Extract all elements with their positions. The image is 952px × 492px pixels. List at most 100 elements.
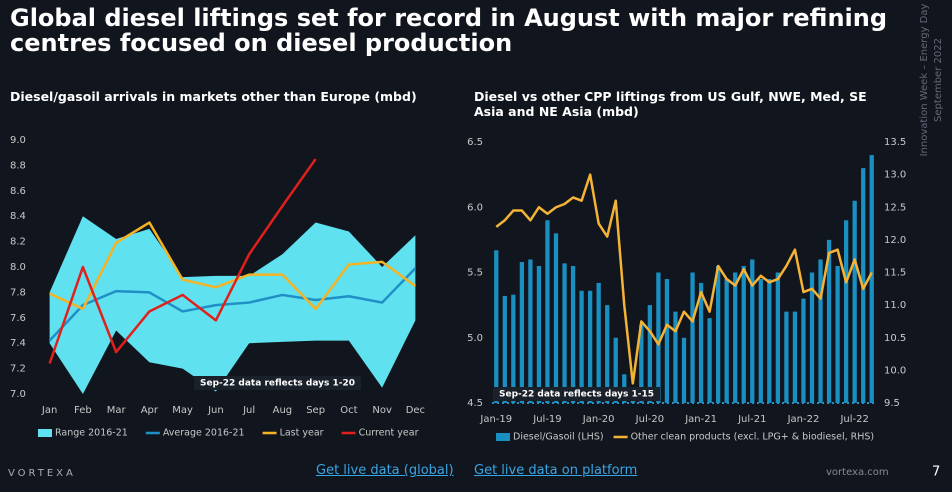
bar (792, 311, 798, 403)
y-tick-label: 8.8 (10, 160, 26, 171)
x-tick-label: Dec (406, 405, 425, 416)
line (495, 173, 873, 385)
legend-label: Average 2016-21 (163, 428, 245, 439)
brand: VORTEXA (8, 468, 76, 479)
legend-swatch (38, 429, 52, 437)
y-tick-label: 6.5 (467, 137, 483, 148)
chart-title: Diesel vs other CPP liftings from US Gul… (474, 89, 867, 119)
bar (553, 233, 559, 403)
bar (588, 290, 593, 403)
annotation: Sep-22 data reflects days 1-20 (200, 379, 355, 389)
x-tick-label: Jan-21 (684, 414, 717, 425)
bar (784, 311, 789, 403)
y2-tick-label: 13.5 (884, 137, 906, 148)
bar (801, 298, 806, 403)
bar (869, 155, 874, 403)
bar (741, 265, 746, 403)
bar (844, 220, 849, 403)
bar (596, 282, 601, 403)
bar (613, 337, 618, 403)
annotation-box (194, 376, 362, 390)
y-tick-label: 6.0 (467, 202, 483, 213)
legend-label: Other clean products (excl. LPG+ & biodi… (631, 432, 875, 443)
x-tick-label: May (172, 405, 193, 416)
legend-label: Current year (359, 428, 419, 439)
bar (605, 305, 610, 403)
line (49, 221, 417, 311)
side-text: September 2022 (933, 38, 944, 122)
link-global[interactable]: Get live data (global) (316, 463, 454, 478)
y-tick-label: 7.6 (10, 313, 26, 324)
line (48, 158, 317, 364)
bar (775, 272, 780, 403)
bar (716, 265, 721, 403)
bar (818, 259, 823, 403)
bar (519, 262, 524, 403)
slide-title: Global diesel liftings set for record in… (10, 4, 888, 57)
bar (835, 265, 840, 403)
bar (502, 295, 507, 403)
y-tick-label: 7.2 (10, 364, 26, 375)
x-tick-label: Jan-20 (582, 414, 615, 425)
y-tick-label: 4.5 (467, 398, 483, 409)
x-tick-label: Aug (273, 405, 293, 416)
y2-tick-label: 12.0 (884, 235, 906, 246)
chart-title: Diesel/gasoil arrivals in markets other … (10, 89, 417, 104)
bar (664, 279, 670, 403)
bar (681, 337, 687, 403)
annotation-box (493, 387, 661, 401)
bar (536, 265, 542, 403)
bar (545, 220, 550, 403)
bar (767, 279, 772, 403)
legend-swatch (496, 433, 510, 441)
y-tick-label: 5.0 (467, 333, 483, 344)
legend-label: Range 2016-21 (55, 428, 128, 439)
link-platform[interactable]: Get live data on platform (474, 463, 638, 478)
bar (579, 290, 584, 403)
y2-tick-label: 11.0 (884, 300, 906, 311)
x-tick-label: Jan-19 (479, 414, 512, 425)
x-tick-label: Jul-19 (532, 414, 561, 425)
y-tick-label: 9.0 (10, 135, 26, 146)
bar (647, 305, 652, 403)
y2-tick-label: 9.5 (884, 398, 900, 409)
y2-tick-label: 10.0 (884, 365, 906, 376)
bar (826, 239, 832, 403)
y-tick-label: 8.6 (10, 186, 26, 197)
bar (724, 279, 729, 403)
x-tick-label: Jul-21 (737, 414, 766, 425)
x-tick-label: Nov (372, 405, 392, 416)
line (48, 267, 417, 342)
bar (673, 311, 678, 403)
legend-label: Diesel/Gasoil (LHS) (513, 432, 604, 443)
x-tick-label: Apr (141, 405, 159, 416)
bar (758, 279, 763, 403)
y-tick-label: 7.4 (10, 338, 26, 349)
legend-label: Last year (280, 428, 324, 439)
x-tick-label: Feb (74, 405, 92, 416)
side-text: Innovation Week – Energy Day (919, 4, 930, 157)
bar (494, 250, 499, 403)
x-tick-label: Jul (242, 405, 255, 416)
y2-tick-label: 13.0 (884, 170, 906, 181)
x-tick-label: Jul-20 (635, 414, 664, 425)
x-tick-label: Mar (107, 405, 127, 416)
bar (690, 272, 695, 403)
y2-tick-label: 10.5 (884, 333, 906, 344)
annotation: Sep-22 data reflects days 1-15 (499, 390, 654, 400)
page-number: 7 (932, 465, 940, 480)
bar (528, 259, 533, 403)
bar (656, 272, 661, 403)
site: vortexa.com (826, 467, 889, 478)
bar (698, 282, 704, 403)
bar (852, 200, 857, 403)
x-tick-label: Jan-22 (787, 414, 820, 425)
bar (707, 318, 712, 403)
bar (733, 272, 738, 403)
range-area (49, 216, 416, 394)
bar (511, 294, 516, 403)
bar (570, 265, 576, 403)
x-tick-label: Jul-22 (839, 414, 868, 425)
